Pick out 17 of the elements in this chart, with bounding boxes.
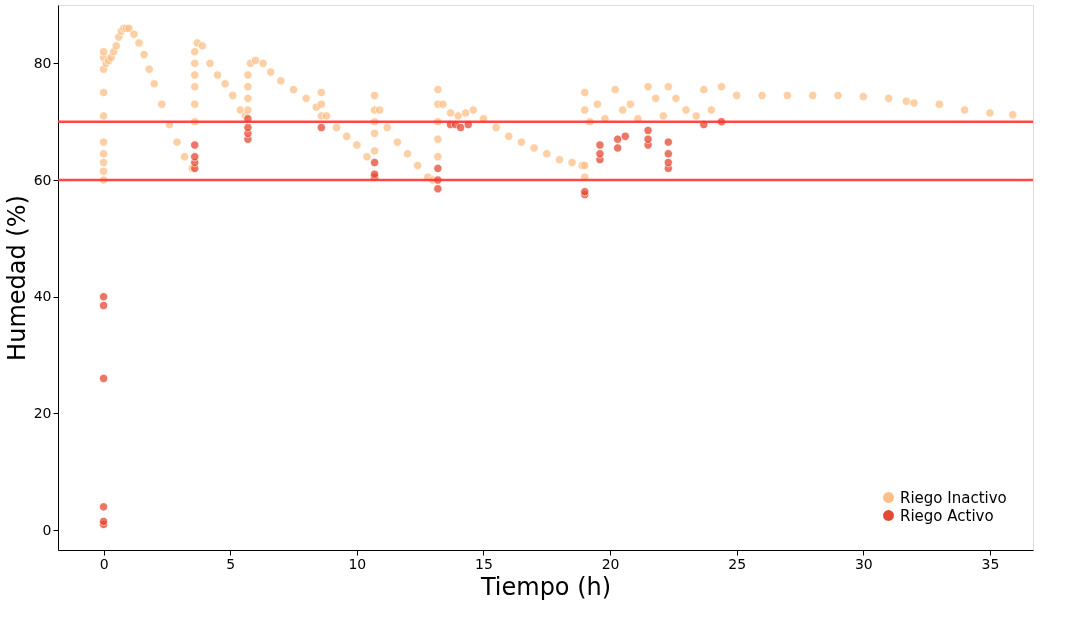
y-tick-label: 0: [42, 521, 52, 538]
x-tick-label: 0: [99, 555, 109, 572]
y-tick-label: 40: [33, 288, 52, 305]
legend-label: Riego Inactivo: [900, 488, 1007, 507]
x-tick-label: 15: [475, 555, 493, 572]
y-tick-label: 60: [33, 171, 52, 188]
x-tick-label: 35: [981, 555, 1000, 572]
y-tick-label: 20: [33, 404, 52, 421]
x-axis-title: Tiempo (h): [479, 572, 612, 601]
x-tick-label: 5: [226, 555, 236, 572]
y-axis-title: Humedad (%): [2, 195, 31, 361]
x-tick-label: 10: [348, 555, 367, 572]
x-tick-label: 20: [601, 555, 620, 572]
x-tick-label: 30: [854, 555, 873, 572]
legend-label: Riego Activo: [900, 506, 994, 525]
y-tick-label: 80: [33, 54, 52, 71]
x-tick-label: 25: [728, 555, 747, 572]
